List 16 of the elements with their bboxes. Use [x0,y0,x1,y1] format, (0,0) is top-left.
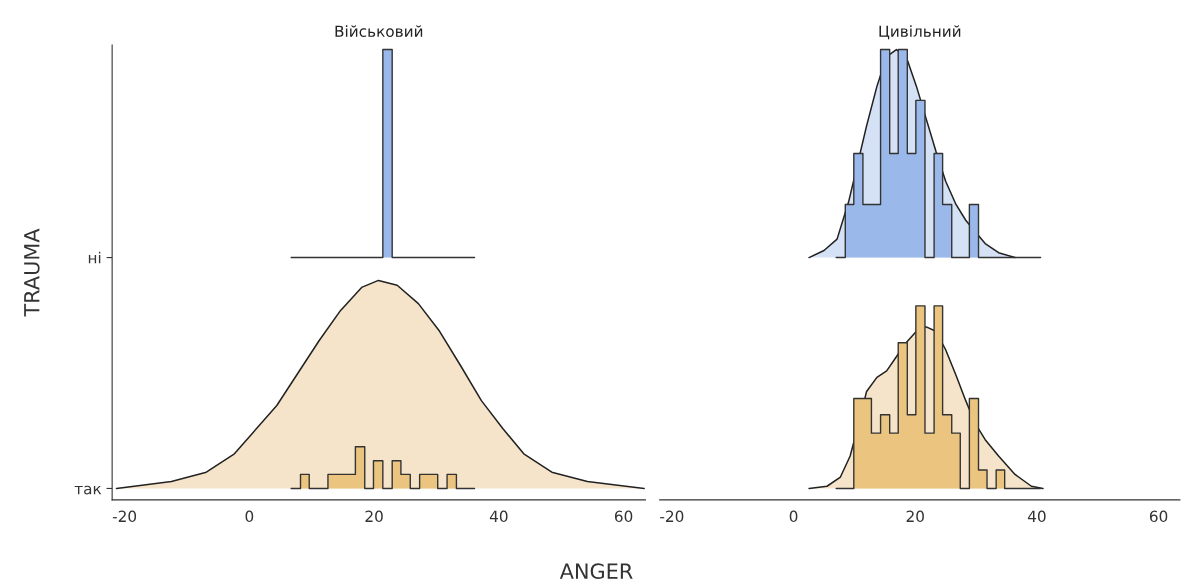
chart-title: Військовий [335,25,423,38]
chart-title: Цивільний [879,25,961,40]
x-tick-label: 40 [489,510,508,523]
y-axis-title: TRAUMA [24,228,40,317]
x-tick-label: 20 [906,510,924,523]
x-tick-label: 60 [614,510,633,523]
x-tick-label: 0 [789,510,798,523]
category-label: так [74,485,102,495]
x-tick-label: 60 [1149,510,1168,523]
x-tick-label: -20 [112,510,137,523]
x-tick-label: 20 [365,510,383,523]
x-tick-label: 0 [245,510,254,523]
x-tick-label: -20 [660,510,684,523]
x-axis-title: ANGER [559,563,633,580]
category-label: ні [88,251,101,264]
x-tick-label: 40 [1027,510,1046,523]
